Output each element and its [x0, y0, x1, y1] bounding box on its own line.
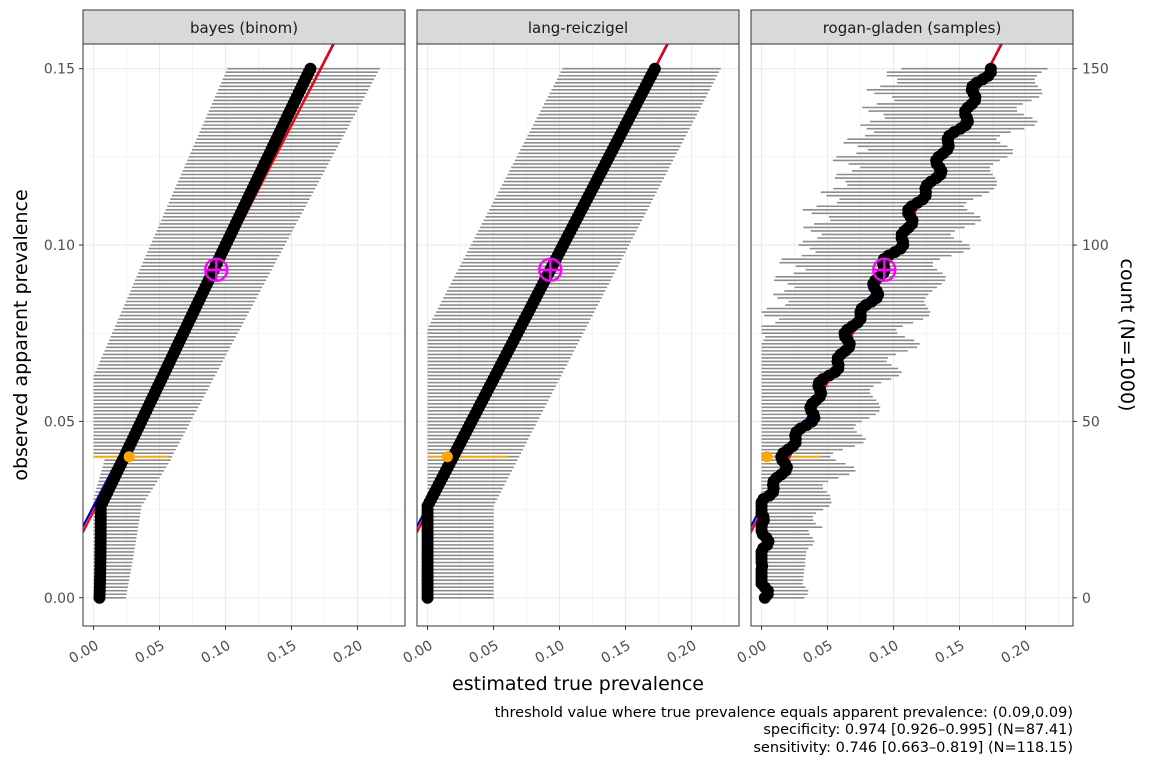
- strip-label-lang: lang-reiczigel: [528, 19, 628, 37]
- caption-line-threshold: threshold value where true prevalence eq…: [495, 705, 1073, 721]
- strip-label-rogan: rogan-gladen (samples): [823, 19, 1002, 37]
- y2-tick-label: 0: [1082, 591, 1091, 607]
- estimate-point: [984, 62, 997, 75]
- panel-background: [83, 44, 405, 626]
- y-tick-label: 0.10: [44, 238, 75, 254]
- highlight-point: [123, 451, 135, 463]
- strip-background: [750, 9, 1074, 45]
- estimate-points: [93, 62, 317, 604]
- estimate-points: [421, 62, 661, 604]
- y-tick-label: 0.05: [44, 414, 75, 430]
- x-tick-label: 0.00: [67, 638, 102, 667]
- panel-background: [751, 44, 1073, 626]
- panel-border: [416, 43, 740, 627]
- y-tick-label: 0.00: [44, 591, 75, 607]
- estimate-point: [304, 62, 317, 75]
- plot-area: [417, 44, 721, 604]
- panel-border: [750, 43, 1074, 627]
- highlight-point: [761, 451, 773, 463]
- x-tick-label: 0.15: [933, 638, 968, 667]
- y-tick-label: 0.15: [44, 62, 75, 78]
- plot-area: [751, 44, 1048, 604]
- estimate-point: [648, 62, 661, 75]
- x-tick-label: 0.20: [998, 638, 1033, 667]
- x-tick-label: 0.00: [735, 638, 770, 667]
- y2-tick-label: 50: [1082, 414, 1100, 430]
- x-tick-label: 0.20: [664, 638, 699, 667]
- x-tick-label: 0.20: [330, 638, 365, 667]
- ci-bars: [427, 67, 721, 599]
- caption-line-sensitivity: sensitivity: 0.746 [0.663–0.819] (N=118.…: [753, 740, 1073, 756]
- strip-background: [82, 9, 406, 45]
- x-tick-label: 0.10: [199, 638, 234, 667]
- y-axis-title: observed apparent prevalence: [10, 189, 32, 480]
- axes-layer: 0.00 0.05 0.10 0.15 0 50 100 150: [44, 62, 1109, 607]
- strip-background: [416, 9, 740, 45]
- panels-layer: bayes (binom)0.00 0.05 0.10 0.15 0.20lang-re…: [67, 9, 1074, 667]
- threshold-marker: [538, 257, 563, 282]
- x-tick-label: 0.05: [467, 638, 502, 667]
- y2-tick-label: 100: [1082, 238, 1109, 254]
- panel-bayes: bayes (binom) 0.00 0.05 0.10 0.15 0.20: [67, 9, 406, 667]
- x-tick-label: 0.05: [133, 638, 168, 667]
- x-tick-label: 0.05: [801, 638, 836, 667]
- highlight-point: [441, 451, 453, 463]
- panel-border: [82, 43, 406, 627]
- x-tick-label: 0.10: [867, 638, 902, 667]
- x-tick-label: 0.00: [401, 638, 436, 667]
- plot-area: [83, 44, 380, 604]
- threshold-marker: [204, 257, 229, 282]
- panel-rogan: rogan-gladen (samples) 0.00 0.05 0.10 0.15 0.…: [735, 9, 1074, 667]
- y2-axis-title: count (N=1000): [1116, 259, 1138, 412]
- x-tick-label: 0.15: [599, 638, 634, 667]
- panel-background: [417, 44, 739, 626]
- y2-tick-label: 150: [1082, 62, 1109, 78]
- x-axis-title: estimated true prevalence: [452, 673, 704, 695]
- panel-lang: lang-reiczigel 0.00 0.05 0.10 0.15 0.20: [401, 9, 740, 667]
- threshold-marker: [872, 257, 897, 282]
- caption-line-specificity: specificity: 0.974 [0.926–0.995] (N=87.4…: [763, 722, 1073, 738]
- strip-label-bayes: bayes (binom): [190, 19, 298, 37]
- ci-bars: [93, 67, 380, 599]
- x-tick-label: 0.10: [533, 638, 568, 667]
- x-tick-label: 0.15: [265, 638, 300, 667]
